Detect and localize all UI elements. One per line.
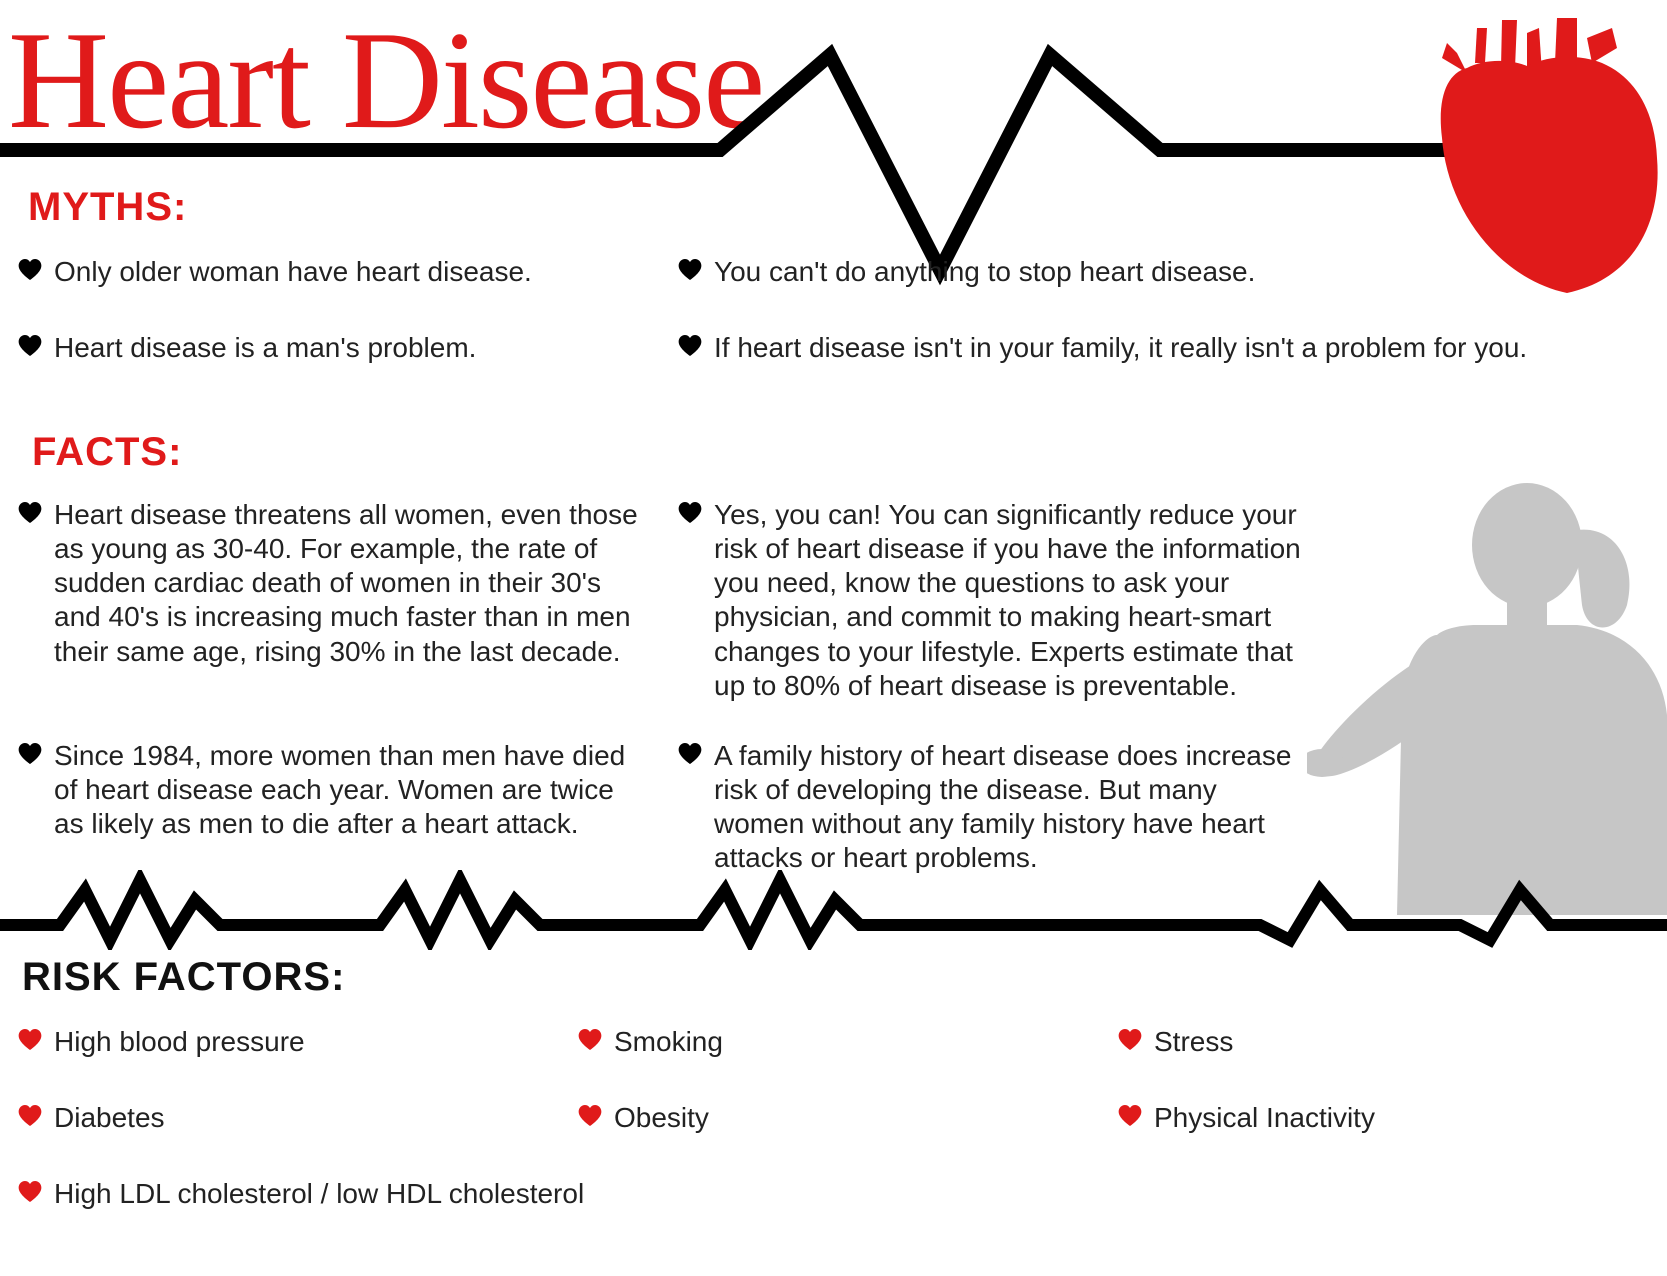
risk-text: Obesity [614, 1101, 709, 1135]
heart-icon [18, 259, 42, 281]
list-item: Diabetes [18, 1101, 578, 1135]
list-item: If heart disease isn't in your family, i… [678, 331, 1578, 365]
risk-text: High blood pressure [54, 1025, 305, 1059]
heart-icon [678, 335, 702, 357]
risk-factors-list: High blood pressure Smoking Stress Diabe… [18, 1025, 1598, 1253]
myth-text: Heart disease is a man's problem. [54, 331, 476, 365]
heart-icon [18, 1181, 42, 1203]
facts-heading: FACTS: [32, 430, 182, 475]
list-item: High blood pressure [18, 1025, 578, 1059]
heart-icon [18, 743, 42, 765]
risk-factors-heading: RISK FACTORS: [22, 955, 345, 1000]
risk-text: Stress [1154, 1025, 1233, 1059]
risk-text: Physical Inactivity [1154, 1101, 1375, 1135]
heart-icon [1118, 1029, 1142, 1051]
heart-icon [18, 502, 42, 524]
heart-icon [678, 502, 702, 524]
list-item: Heart disease threatens all women, even … [18, 498, 678, 703]
risk-text: Smoking [614, 1025, 723, 1059]
woman-silhouette-icon [1307, 475, 1667, 915]
list-item: Since 1984, more women than men have die… [18, 739, 678, 876]
heart-icon [18, 335, 42, 357]
list-item: High LDL cholesterol / low HDL cholester… [18, 1177, 818, 1211]
list-item: Stress [1118, 1025, 1568, 1059]
list-item: Physical Inactivity [1118, 1101, 1568, 1135]
fact-text: A family history of heart disease does i… [714, 739, 1308, 876]
facts-list: Heart disease threatens all women, even … [18, 498, 1348, 912]
list-item: Heart disease is a man's problem. [18, 331, 678, 365]
fact-text: Heart disease threatens all women, even … [54, 498, 648, 669]
myth-text: If heart disease isn't in your family, i… [714, 331, 1527, 365]
list-item: Only older woman have heart disease. [18, 255, 678, 289]
risk-text: Diabetes [54, 1101, 165, 1135]
fact-text: Since 1984, more women than men have die… [54, 739, 648, 841]
fact-text: Yes, you can! You can significantly redu… [714, 498, 1308, 703]
heart-icon [1118, 1105, 1142, 1127]
list-item: A family history of heart disease does i… [678, 739, 1338, 876]
list-item: Smoking [578, 1025, 1118, 1059]
heart-icon [578, 1029, 602, 1051]
heart-icon [678, 259, 702, 281]
heart-icon [18, 1029, 42, 1051]
heart-icon [18, 1105, 42, 1127]
myth-text: Only older woman have heart disease. [54, 255, 532, 289]
myths-heading: MYTHS: [28, 185, 187, 230]
list-item: Yes, you can! You can significantly redu… [678, 498, 1338, 703]
page-title: Heart Disease [8, 0, 763, 161]
myth-text: You can't do anything to stop heart dise… [714, 255, 1255, 289]
heart-icon [578, 1105, 602, 1127]
heart-icon [678, 743, 702, 765]
list-item: Obesity [578, 1101, 1118, 1135]
risk-text: High LDL cholesterol / low HDL cholester… [54, 1177, 584, 1211]
myths-list: Only older woman have heart disease. You… [18, 255, 1598, 407]
list-item: You can't do anything to stop heart dise… [678, 255, 1578, 289]
